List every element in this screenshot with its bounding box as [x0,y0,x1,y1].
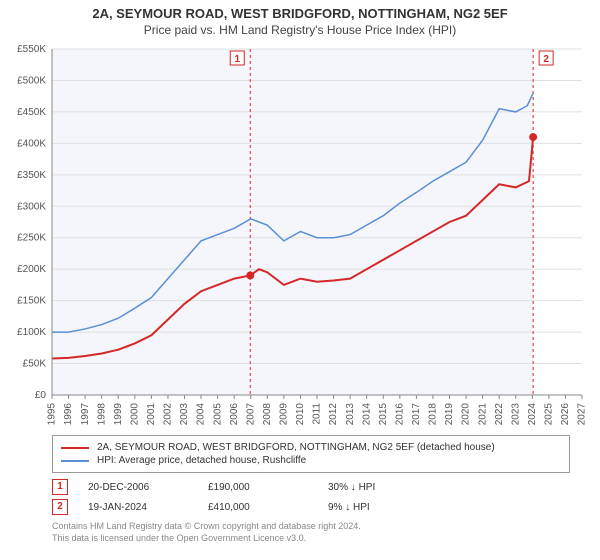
sales-table: 1 20-DEC-2006 £190,000 30% ↓ HPI 2 19-JAN-202… [52,477,570,517]
x-tick-label: 2027 [577,403,588,426]
y-tick-label: £300K [17,201,46,212]
sale-row: 1 20-DEC-2006 £190,000 30% ↓ HPI [52,477,570,497]
x-tick-label: 1999 [113,403,124,426]
sale-diff: 30% ↓ HPI [328,482,428,493]
legend-label: 2A, SEYMOUR ROAD, WEST BRIDGFORD, NOTTIN… [97,442,495,453]
data-region [52,49,533,395]
x-tick-label: 2012 [328,403,339,426]
footer-line-2: This data is licensed under the Open Gov… [52,533,570,545]
x-tick-label: 1996 [63,403,74,426]
sale-date: 20-DEC-2006 [88,482,188,493]
legend-row: 2A, SEYMOUR ROAD, WEST BRIDGFORD, NOTTIN… [61,441,561,454]
x-tick-label: 2023 [510,403,521,426]
line-chart: £0 £50K £100K £150K £200K £250K £300K £350K £400… [0,41,600,431]
chart-subtitle: Price paid vs. HM Land Registry's House … [0,21,600,41]
x-tick-label: 2016 [394,403,405,426]
legend-swatch [61,447,89,449]
x-tick-label: 2026 [560,403,571,426]
x-tick-label: 1995 [47,403,58,426]
legend-swatch [61,460,89,462]
legend-row: HPI: Average price, detached house, Rush… [61,454,561,467]
footer-line-1: Contains HM Land Registry data © Crown c… [52,521,570,533]
sale-point [246,271,254,279]
y-tick-label: £0 [35,390,47,401]
sale-price: £410,000 [208,502,308,513]
x-tick-label: 2024 [527,403,538,426]
y-tick-label: £200K [17,264,46,275]
x-tick-label: 2000 [129,403,140,426]
sale-marker-number: 2 [543,54,549,65]
y-tick-label: £400K [17,138,46,149]
x-tick-label: 2014 [361,403,372,426]
x-tick-label: 2002 [163,403,174,426]
y-tick-label: £550K [17,44,46,55]
sale-marker-number: 1 [234,54,240,65]
legend: 2A, SEYMOUR ROAD, WEST BRIDGFORD, NOTTIN… [52,435,570,473]
chart-area: £0 £50K £100K £150K £200K £250K £300K £350K £400… [0,41,600,431]
sale-point [529,133,537,141]
x-tick-label: 1997 [80,403,91,426]
x-tick-label: 2022 [494,403,505,426]
y-tick-label: £100K [17,327,46,338]
y-tick-label: £450K [17,107,46,118]
y-tick-label: £350K [17,170,46,181]
x-tick-label: 2004 [196,403,207,426]
x-tick-label: 2025 [544,403,555,426]
sale-diff: 9% ↓ HPI [328,502,428,513]
x-tick-label: 2009 [279,403,290,426]
x-tick-label: 2019 [444,403,455,426]
y-tick-label: £150K [17,296,46,307]
footer: Contains HM Land Registry data © Crown c… [52,521,570,544]
x-tick-label: 1998 [96,403,107,426]
x-tick-label: 2021 [477,403,488,426]
x-tick-label: 2015 [378,403,389,426]
sale-price: £190,000 [208,482,308,493]
x-tick-label: 2017 [411,403,422,426]
sale-date: 19-JAN-2024 [88,502,188,513]
x-tick-label: 2013 [345,403,356,426]
y-tick-label: £50K [23,359,47,370]
y-tick-label: £500K [17,75,46,86]
x-tick-label: 2020 [461,403,472,426]
x-tick-label: 2011 [312,403,323,425]
x-tick-label: 2003 [179,403,190,426]
sale-marker: 2 [52,499,68,515]
chart-title: 2A, SEYMOUR ROAD, WEST BRIDGFORD, NOTTIN… [0,0,600,21]
x-tick-label: 2010 [295,403,306,426]
x-tick-label: 2001 [146,403,157,426]
x-tick-label: 2005 [212,403,223,426]
x-tick-label: 2008 [262,403,273,426]
legend-label: HPI: Average price, detached house, Rush… [97,455,306,466]
x-tick-label: 2006 [229,403,240,426]
x-tick-label: 2018 [428,403,439,426]
y-tick-label: £250K [17,233,46,244]
sale-row: 2 19-JAN-2024 £410,000 9% ↓ HPI [52,497,570,517]
sale-marker: 1 [52,479,68,495]
x-tick-label: 2007 [245,403,256,426]
